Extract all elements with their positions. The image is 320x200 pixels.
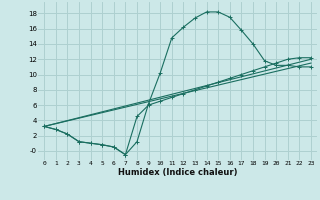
X-axis label: Humidex (Indice chaleur): Humidex (Indice chaleur)	[118, 168, 237, 177]
